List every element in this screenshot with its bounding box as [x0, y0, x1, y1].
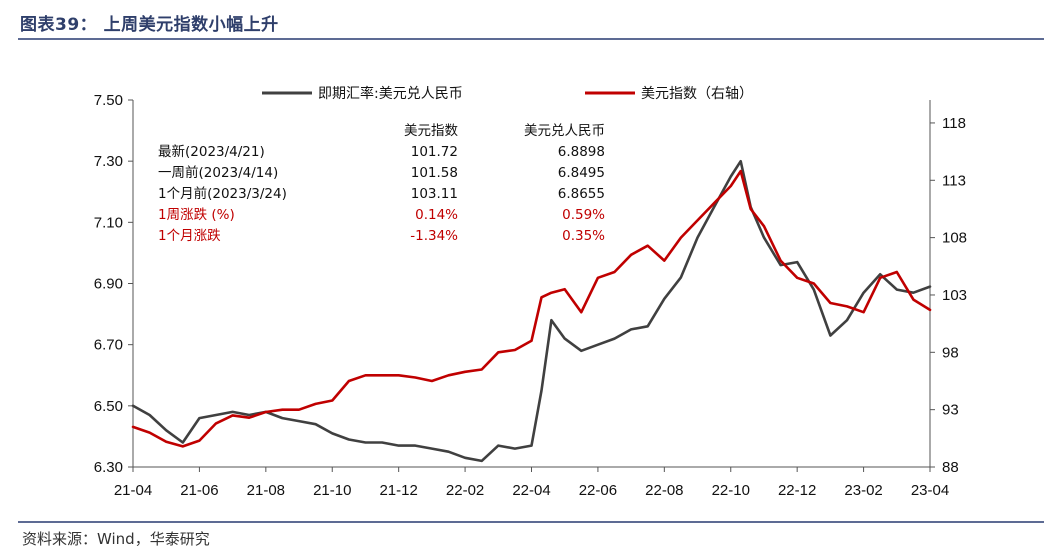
table-cell-usdcny: 0.59% [562, 207, 605, 223]
source-note: 资料来源：Wind，华泰研究 [22, 530, 210, 548]
table-cell-usd-index: -1.34% [410, 228, 458, 244]
x-tick-label: 22-06 [579, 482, 617, 499]
table-cell-usdcny: 0.35% [562, 228, 605, 244]
table-cell-usd-index: 0.14% [415, 207, 458, 223]
x-tick-label: 22-10 [712, 482, 750, 499]
y-left-tick-label: 6.90 [94, 276, 123, 293]
x-tick-label: 22-12 [778, 482, 816, 499]
legend-label-usdcny: 即期汇率:美元兑人民币 [318, 85, 463, 102]
usd-index-line [131, 169, 932, 448]
y-left-tick-label: 6.50 [94, 398, 123, 415]
x-tick-label: 22-04 [512, 482, 550, 499]
y-right-tick-label: 98 [942, 344, 959, 361]
table-cell-usd-index: 103.11 [411, 186, 458, 202]
series-layer [131, 159, 932, 463]
y-left-tick-label: 6.30 [94, 459, 123, 476]
y-right-tick-label: 103 [942, 287, 967, 304]
table-header-usd-index: 美元指数 [404, 123, 458, 139]
y-right-tick-label: 113 [942, 172, 966, 189]
page-title: 图表39： 上周美元指数小幅上升 [20, 15, 279, 35]
x-tick-label: 21-10 [313, 482, 351, 499]
table-cell-usd-index: 101.58 [411, 165, 458, 181]
x-tick-label: 23-02 [844, 482, 882, 499]
y-right-tick-label: 118 [942, 115, 966, 132]
title-divider [18, 38, 1044, 40]
y-right-tick-label: 93 [942, 402, 959, 419]
y-left-tick-label: 6.70 [94, 337, 123, 354]
usdcny-spot-line [131, 159, 932, 463]
axes: 6.30 6.50 6.70 6.90 7.10 7.30 7.50 88 93 98 103 108… [94, 92, 967, 499]
table-cell-usdcny: 6.8655 [558, 186, 605, 202]
table-header-usdcny: 美元兑人民币 [524, 123, 605, 139]
source-divider [18, 521, 1044, 523]
x-tick-label: 23-04 [911, 482, 949, 499]
y-left-tick-label: 7.10 [94, 214, 123, 231]
table-cell-usdcny: 6.8495 [558, 165, 605, 181]
table-row-label: 1个月前(2023/3/24) [158, 185, 287, 202]
table-row-label: 1周涨跌 (%) [158, 207, 235, 223]
x-tick-label: 22-08 [645, 482, 683, 499]
y-right-tick-label: 88 [942, 459, 959, 476]
y-left-tick-label: 7.50 [94, 92, 123, 109]
table-row-label: 一周前(2023/4/14) [158, 164, 278, 181]
y-left-tick-label: 7.30 [94, 153, 123, 170]
x-tick-label: 21-04 [114, 482, 152, 499]
table-row-label: 最新(2023/4/21) [158, 144, 265, 160]
x-tick-label: 22-02 [446, 482, 484, 499]
chart-legend: 即期汇率:美元兑人民币 美元指数（右轴） [262, 85, 753, 102]
y-right-tick-label: 108 [942, 230, 967, 247]
table-row-label: 1个月涨跌 [158, 228, 221, 244]
x-tick-label: 21-06 [180, 482, 218, 499]
table-cell-usd-index: 101.72 [411, 144, 458, 160]
legend-label-usd-index: 美元指数（右轴） [641, 86, 753, 102]
x-tick-label: 21-08 [247, 482, 285, 499]
x-tick-label: 21-12 [379, 482, 417, 499]
table-cell-usdcny: 6.8898 [558, 144, 605, 160]
